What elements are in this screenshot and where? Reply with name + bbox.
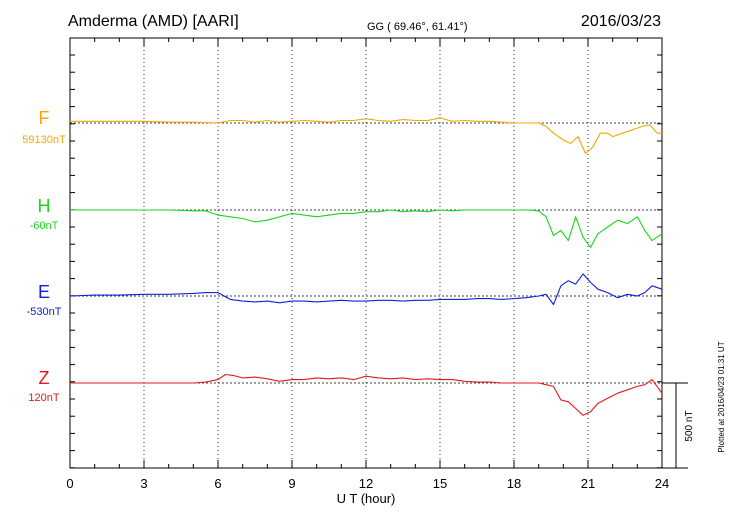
series-line-e [69,273,663,306]
x-tick-label: 3 [140,476,147,491]
station-coordinates: GG ( 69.46°, 61.41°) [367,21,468,33]
series-baseline-label-z: 120nT [28,392,59,404]
series-line-z [70,373,663,416]
x-tick-label: 18 [507,476,521,491]
series-name-z: Z [39,368,50,388]
x-axis-label: U T (hour) [337,491,396,506]
series-name-h: H [38,196,51,216]
axis-ticks [69,38,663,469]
series-lines [69,117,663,416]
series-name-f: F [39,108,50,128]
scale-bar: 500 nT [662,382,695,469]
scale-bar-label: 500 nT [684,410,695,441]
x-tick-label: 21 [581,476,595,491]
x-tick-label: 9 [288,476,295,491]
x-tick-labels: 0 3 6 9 12 15 18 21 24 [66,476,669,491]
series-labels: F 59130nT H -60nT E -530nT Z 120nT [22,108,66,404]
series-baseline-label-e: -530nT [27,306,62,318]
component-baselines [70,122,662,384]
series-line-h [70,209,663,248]
series-baseline-label-h: -60nT [30,220,59,232]
series-line-f [70,117,662,155]
plotted-timestamp: Plotted at 2016/04/23 01:31 UT [717,341,726,452]
chart-date: 2016/03/23 [581,13,661,30]
vertical-grid [143,38,589,468]
x-tick-label: 6 [214,476,221,491]
series-baseline-label-f: 59130nT [22,134,66,146]
x-tick-label: 12 [359,476,373,491]
x-tick-label: 24 [655,476,669,491]
x-tick-label: 15 [433,476,447,491]
station-title: Amderma (AMD) [AARI] [68,13,239,30]
x-tick-label: 0 [66,476,73,491]
series-name-e: E [38,282,50,302]
